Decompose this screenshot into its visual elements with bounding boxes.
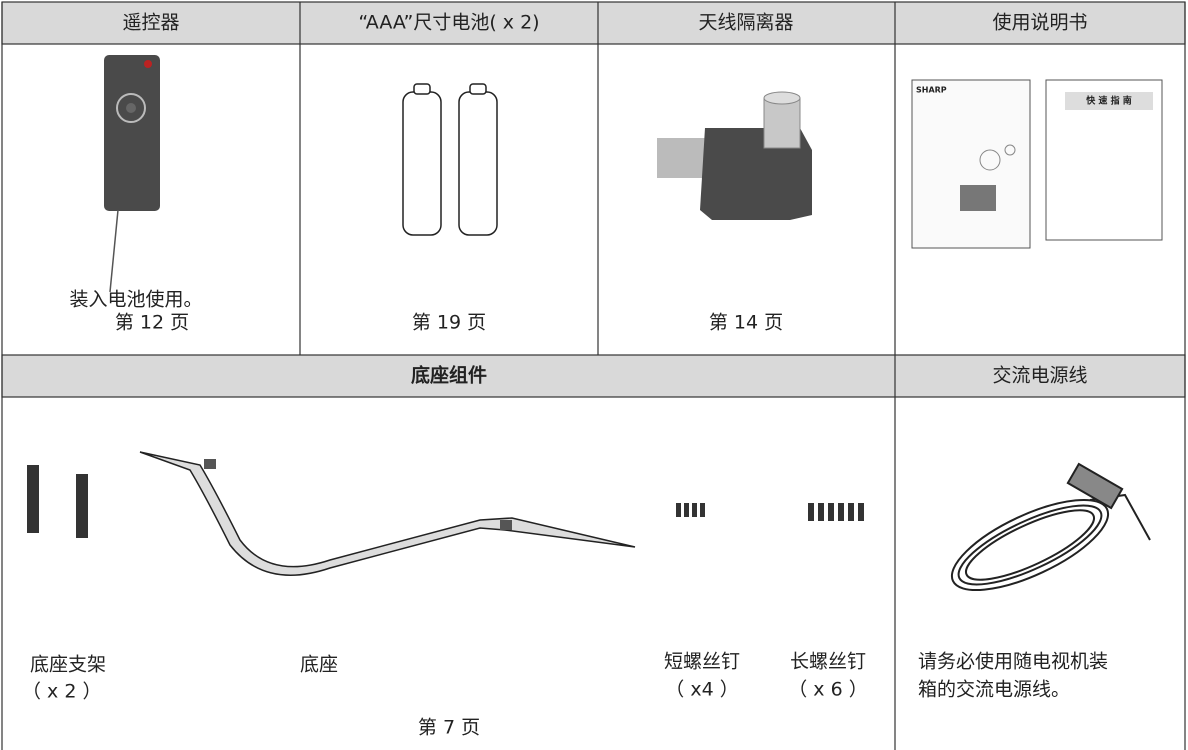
part-label: 底座支架 [30, 654, 106, 676]
header-cell: 遥控器 [122, 12, 179, 34]
page-ref: 第 12 页 [115, 312, 189, 334]
page-ref: 第 7 页 [418, 717, 480, 739]
cord-note: 箱的交流电源线。 [918, 679, 1070, 701]
part-qty: （ x 2 ） [22, 681, 101, 703]
manual-brand: SHARP [916, 86, 947, 95]
battery-illustration [402, 83, 498, 236]
part-qty: （ x 6 ） [788, 679, 867, 701]
section-header: 交流电源线 [992, 365, 1087, 387]
section-header: 底座组件 [411, 364, 487, 387]
power-cord-illustration [950, 462, 1151, 592]
header-cell: 使用说明书 [992, 12, 1087, 34]
header-row [1, 354, 1186, 398]
header-cell: “AAA”尺寸电池( x 2) [358, 12, 539, 34]
remote-illustration [104, 55, 160, 293]
cord-note: 请务必使用随电视机装 [918, 651, 1108, 673]
page-ref: 第 19 页 [412, 312, 486, 334]
header-row [1, 1, 1186, 45]
page-ref: 第 14 页 [709, 312, 783, 334]
part-qty: （ x4 ） [665, 679, 738, 701]
stand-illustration [27, 451, 864, 576]
item-note: 装入电池使用。 [69, 289, 202, 311]
manual-illustration [911, 79, 1163, 249]
part-label: 长螺丝钉 [790, 651, 866, 673]
guide-title: 快 速 指 南 [1086, 95, 1131, 107]
part-label: 短螺丝钉 [664, 651, 740, 673]
header-cell: 天线隔离器 [698, 12, 793, 34]
antenna-isolator-illustration [657, 91, 812, 220]
part-label: 底座 [300, 654, 338, 676]
